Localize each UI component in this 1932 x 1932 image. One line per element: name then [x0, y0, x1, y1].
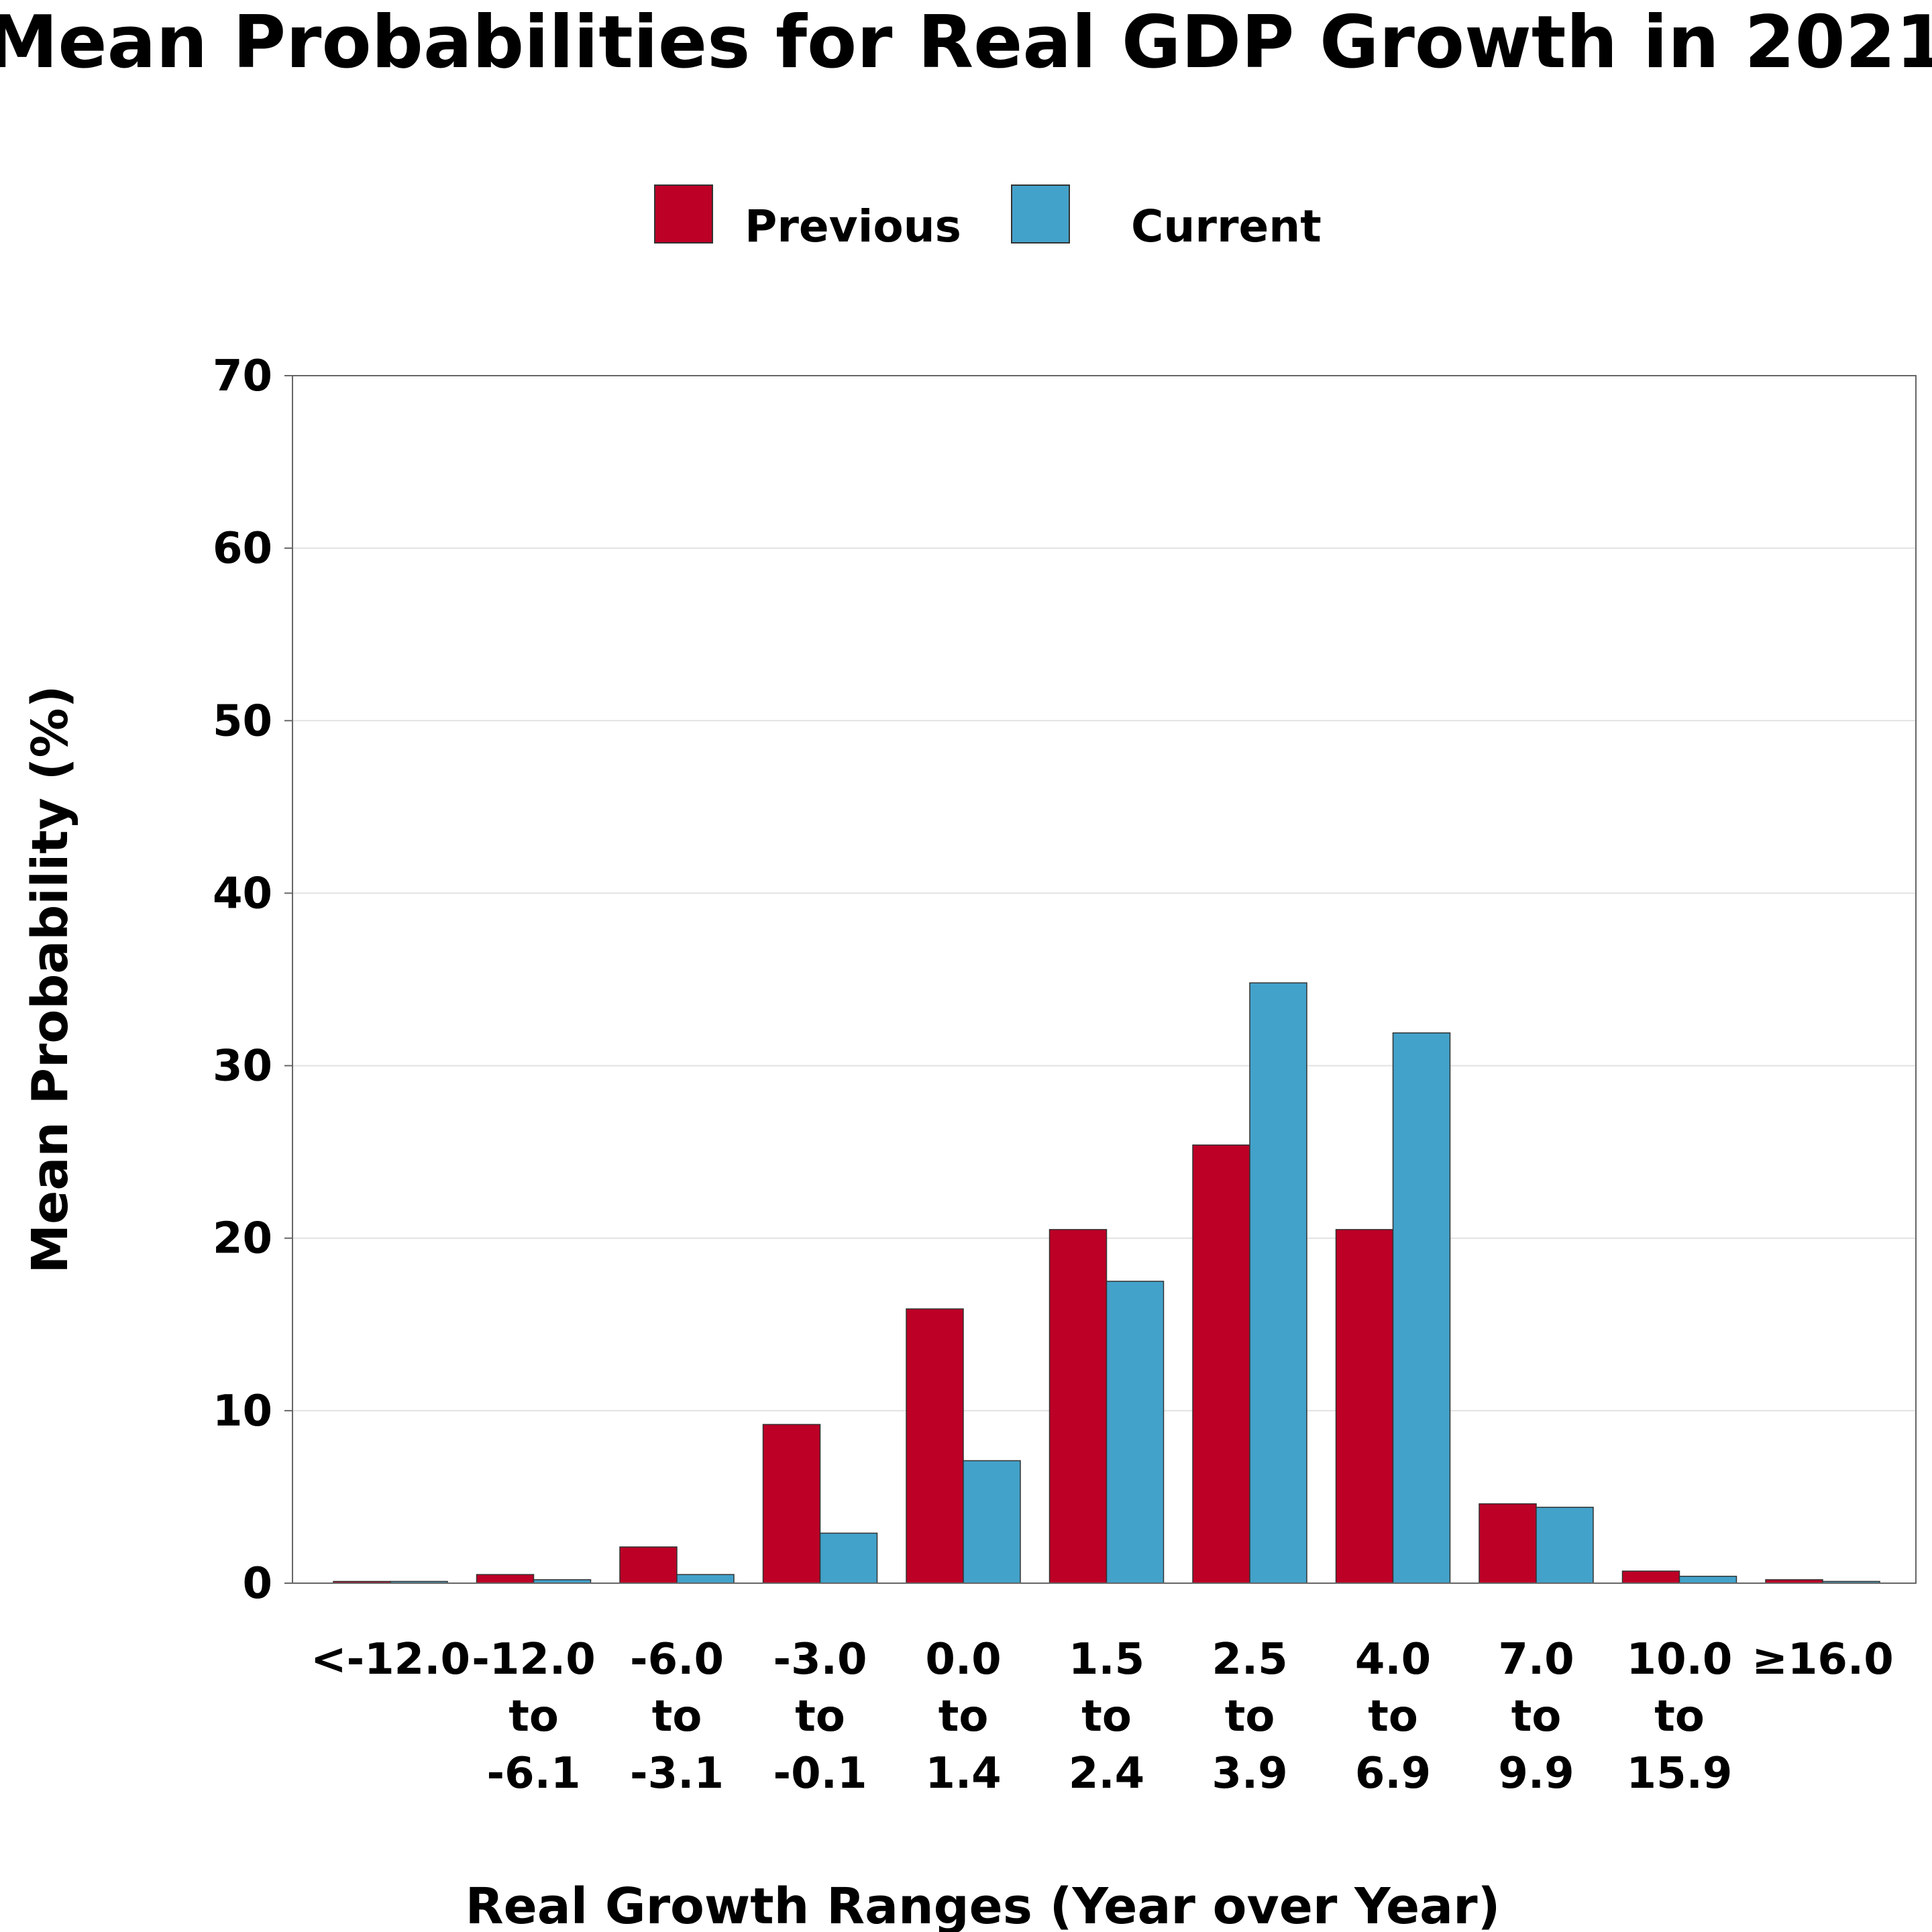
y-tick-label: 70 — [213, 352, 272, 401]
y-tick-label: 50 — [213, 696, 272, 746]
x-axis-ticks: <-12.0 -12.0 to -6.1 -6.0 to -3.1 -3.0 to -0.1 0.0… — [311, 1635, 1894, 1799]
x-tick-line: ≥16.0 — [1752, 1635, 1894, 1684]
bar-previous-4 — [906, 1308, 964, 1584]
y-axis-ticks: 0 10 20 30 40 50 60 70 — [213, 352, 292, 1609]
x-tick-line: 4.0 — [1355, 1635, 1431, 1684]
x-tick-line: -3.0 — [773, 1635, 867, 1684]
x-tick-line: -0.1 — [773, 1749, 867, 1799]
x-tick-line: 1.5 — [1069, 1635, 1144, 1684]
bar-previous-7 — [1335, 1229, 1394, 1584]
y-tick-label: 60 — [213, 524, 272, 574]
x-tick-line: 2.4 — [1069, 1749, 1144, 1799]
y-tick-label: 40 — [213, 869, 272, 918]
x-tick-line: to — [795, 1692, 845, 1741]
x-tick-label: ≥16.0 — [1752, 1635, 1894, 1684]
y-axis-title: Mean Probability (%) — [21, 686, 79, 1274]
x-tick-label: 2.5 to 3.9 — [1212, 1635, 1287, 1799]
y-tick-label: 30 — [213, 1042, 272, 1091]
x-tick-line: to — [1511, 1692, 1562, 1741]
x-tick-label: 0.0 to 1.4 — [925, 1635, 1001, 1799]
bar-current-4 — [963, 1460, 1021, 1584]
x-tick-line: 2.5 — [1212, 1635, 1287, 1684]
legend: Previous Current — [654, 184, 1322, 252]
x-tick-line: -6.1 — [487, 1749, 581, 1799]
bar-previous-1 — [476, 1574, 535, 1584]
x-tick-line: -12.0 — [472, 1635, 595, 1684]
legend-swatch-current — [1011, 184, 1070, 244]
x-tick-label: 10.0 to 15.9 — [1627, 1635, 1733, 1799]
x-tick-label: -6.0 to -3.1 — [630, 1635, 724, 1799]
bar-previous-8 — [1479, 1503, 1537, 1584]
bar-previous-3 — [762, 1424, 821, 1584]
x-tick-label: -12.0 to -6.1 — [472, 1635, 595, 1799]
x-tick-line: to — [1225, 1692, 1275, 1741]
x-tick-label: 1.5 to 2.4 — [1069, 1635, 1144, 1799]
bar-current-5 — [1106, 1281, 1165, 1584]
bar-previous-6 — [1192, 1144, 1250, 1584]
x-tick-label: 7.0 to 9.9 — [1498, 1635, 1574, 1799]
bar-current-2 — [676, 1574, 735, 1584]
bar-current-7 — [1392, 1032, 1451, 1584]
x-tick-line: to — [1654, 1692, 1705, 1741]
bar-current-6 — [1249, 982, 1307, 1584]
x-tick-line: 7.0 — [1498, 1635, 1574, 1684]
x-tick-line: to — [1081, 1692, 1132, 1741]
plot-frame — [292, 375, 1917, 1584]
x-tick-line: 3.9 — [1212, 1749, 1287, 1799]
x-tick-label: -3.0 to -0.1 — [773, 1635, 867, 1799]
x-tick-line: 0.0 — [925, 1635, 1001, 1684]
bar-previous-2 — [619, 1546, 678, 1584]
x-tick-line: 6.9 — [1355, 1749, 1431, 1799]
x-tick-label: <-12.0 — [311, 1635, 470, 1684]
x-tick-line: to — [508, 1692, 559, 1741]
x-tick-line: to — [652, 1692, 702, 1741]
y-tick-label: 0 — [242, 1559, 272, 1609]
x-tick-label: 4.0 to 6.9 — [1355, 1635, 1431, 1799]
bar-previous-9 — [1621, 1570, 1680, 1584]
chart-title: Mean Probabilities for Real GDP Growth i… — [0, 1, 1932, 85]
x-tick-line: 15.9 — [1627, 1749, 1733, 1799]
gridlines — [292, 547, 1916, 1411]
x-axis-title: Real Growth Ranges (Year over Year) — [466, 1878, 1501, 1932]
x-tick-line: 10.0 — [1627, 1635, 1733, 1684]
x-tick-line: 1.4 — [925, 1749, 1001, 1799]
y-tick-label: 10 — [213, 1387, 272, 1436]
y-tick-label: 20 — [213, 1214, 272, 1264]
bars — [333, 982, 1880, 1584]
legend-label-previous: Previous — [745, 201, 961, 252]
x-tick-line: to — [1368, 1692, 1418, 1741]
x-tick-line: <-12.0 — [311, 1635, 470, 1684]
legend-label-current: Current — [1131, 201, 1322, 252]
bar-current-8 — [1536, 1507, 1594, 1584]
x-tick-line: -6.0 — [630, 1635, 724, 1684]
bar-current-3 — [819, 1532, 878, 1584]
bar-current-9 — [1678, 1575, 1737, 1584]
legend-swatch-previous — [654, 184, 713, 244]
x-tick-line: 9.9 — [1498, 1749, 1574, 1799]
x-tick-line: to — [938, 1692, 989, 1741]
x-tick-line: -3.1 — [630, 1749, 724, 1799]
bar-previous-5 — [1049, 1229, 1108, 1584]
